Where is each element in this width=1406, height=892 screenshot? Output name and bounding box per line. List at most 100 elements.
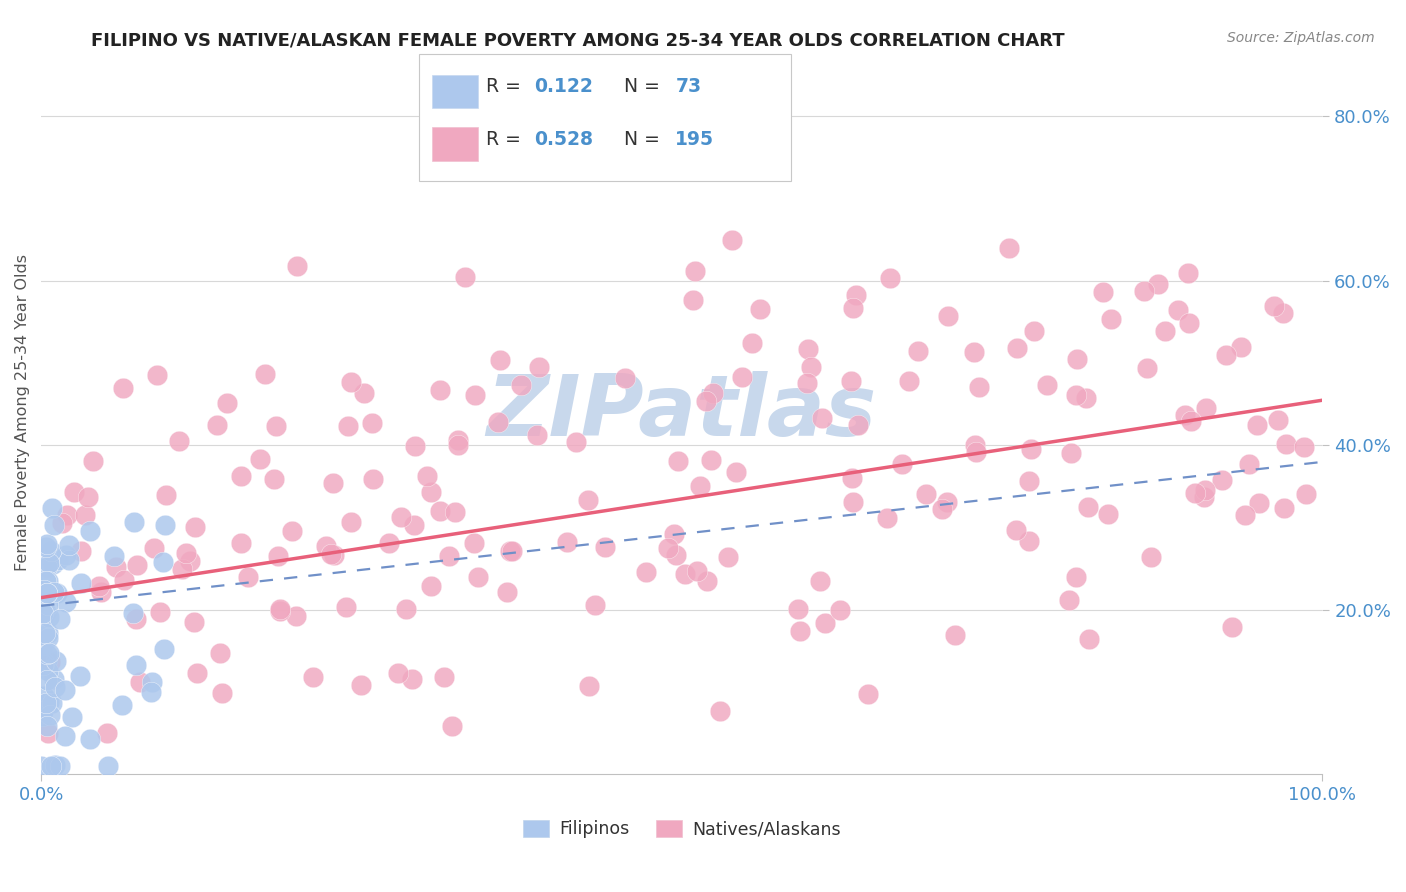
Point	[44, 672, 66, 686]
Point	[797, 343, 820, 357]
Point	[437, 549, 460, 564]
Point	[936, 309, 959, 323]
Point	[749, 302, 772, 317]
FancyBboxPatch shape	[432, 75, 478, 108]
Point	[856, 687, 879, 701]
Point	[55, 729, 77, 743]
Point	[689, 479, 711, 493]
Point	[37, 598, 59, 612]
Point	[35, 653, 58, 667]
Point	[666, 454, 689, 468]
Point	[454, 269, 477, 284]
Point	[211, 686, 233, 700]
Point	[696, 574, 718, 589]
Point	[45, 654, 67, 668]
Point	[122, 515, 145, 529]
Point	[725, 465, 748, 479]
Point	[70, 575, 93, 590]
Point	[62, 484, 84, 499]
Point	[31, 709, 53, 723]
Text: N =: N =	[624, 130, 666, 149]
Point	[1064, 388, 1087, 402]
Point	[789, 624, 811, 638]
Point	[415, 469, 437, 483]
Point	[37, 559, 59, 574]
Point	[38, 646, 60, 660]
Point	[1195, 401, 1218, 416]
Text: 73: 73	[675, 78, 702, 96]
Point	[1060, 446, 1083, 460]
Point	[38, 610, 60, 624]
Point	[963, 345, 986, 359]
Point	[378, 536, 401, 550]
Point	[673, 567, 696, 582]
Point	[37, 719, 59, 733]
Point	[463, 535, 485, 549]
Point	[96, 726, 118, 740]
Point	[281, 524, 304, 539]
Point	[1220, 620, 1243, 634]
Point	[907, 343, 929, 358]
Point	[70, 544, 93, 558]
Point	[583, 598, 606, 612]
Point	[55, 595, 77, 609]
Point	[931, 501, 953, 516]
Point	[361, 472, 384, 486]
Point	[1097, 507, 1119, 521]
Point	[322, 476, 344, 491]
Point	[664, 548, 686, 562]
Point	[1211, 473, 1233, 487]
Point	[31, 638, 53, 652]
Point	[60, 710, 83, 724]
Point	[229, 535, 252, 549]
Point	[464, 388, 486, 402]
Point	[51, 516, 73, 530]
Point	[467, 569, 489, 583]
Point	[721, 233, 744, 247]
Point	[433, 670, 456, 684]
Point	[576, 492, 599, 507]
Point	[578, 679, 600, 693]
Point	[1263, 299, 1285, 313]
Point	[31, 705, 53, 719]
Point	[153, 642, 176, 657]
Point	[404, 439, 426, 453]
Point	[35, 673, 58, 687]
FancyBboxPatch shape	[419, 54, 790, 181]
Text: Source: ZipAtlas.com: Source: ZipAtlas.com	[1227, 31, 1375, 45]
Point	[58, 538, 80, 552]
Point	[657, 541, 679, 555]
Text: 0.528: 0.528	[534, 130, 593, 149]
Point	[1018, 533, 1040, 548]
Point	[967, 380, 990, 394]
Point	[1066, 351, 1088, 366]
Point	[486, 415, 509, 429]
Point	[353, 385, 375, 400]
Point	[420, 579, 443, 593]
Point	[236, 570, 259, 584]
Point	[1099, 311, 1122, 326]
Point	[179, 554, 201, 568]
Point	[1272, 501, 1295, 516]
Point	[34, 586, 56, 600]
Point	[1233, 508, 1256, 522]
Point	[35, 586, 58, 600]
Point	[32, 607, 55, 622]
Point	[349, 678, 371, 692]
Point	[337, 419, 360, 434]
Point	[37, 574, 59, 589]
Point	[842, 494, 865, 508]
Point	[1267, 413, 1289, 427]
Point	[501, 543, 523, 558]
Point	[879, 271, 901, 285]
Point	[447, 438, 470, 452]
Point	[79, 524, 101, 539]
Point	[1177, 266, 1199, 280]
Point	[1140, 549, 1163, 564]
Point	[58, 552, 80, 566]
Point	[700, 453, 723, 467]
Point	[1018, 474, 1040, 488]
Point	[441, 719, 464, 733]
Point	[510, 377, 533, 392]
Point	[565, 434, 588, 449]
